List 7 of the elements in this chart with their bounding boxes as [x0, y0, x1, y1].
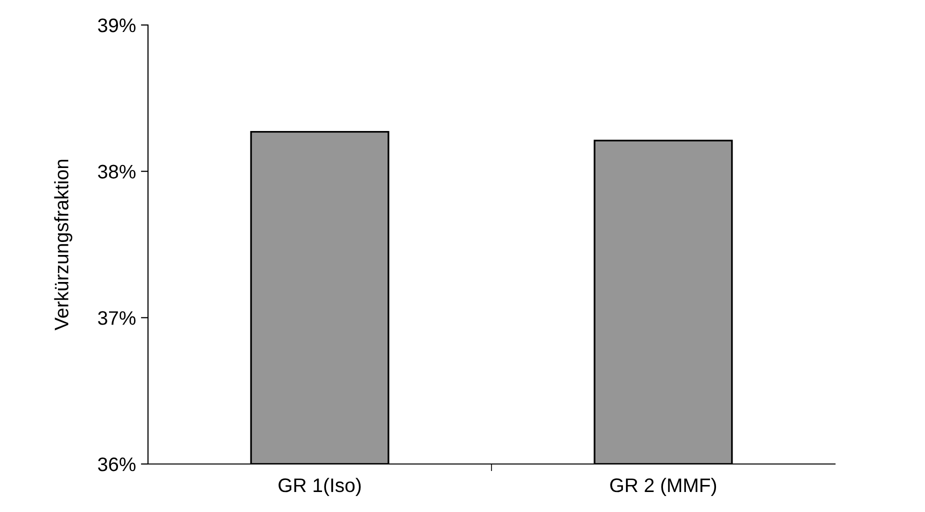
- x-tick-label: GR 2 (MMF): [610, 478, 716, 496]
- y-tick-label: 38%: [98, 164, 136, 179]
- x-tick-label: GR 1(Iso): [278, 478, 361, 496]
- y-tick-label: 37%: [98, 311, 136, 325]
- y-tick-label: 36%: [98, 457, 136, 472]
- y-axis-title: Verkürzungsfraktion: [54, 160, 72, 330]
- y-tick-label: 39%: [98, 18, 136, 32]
